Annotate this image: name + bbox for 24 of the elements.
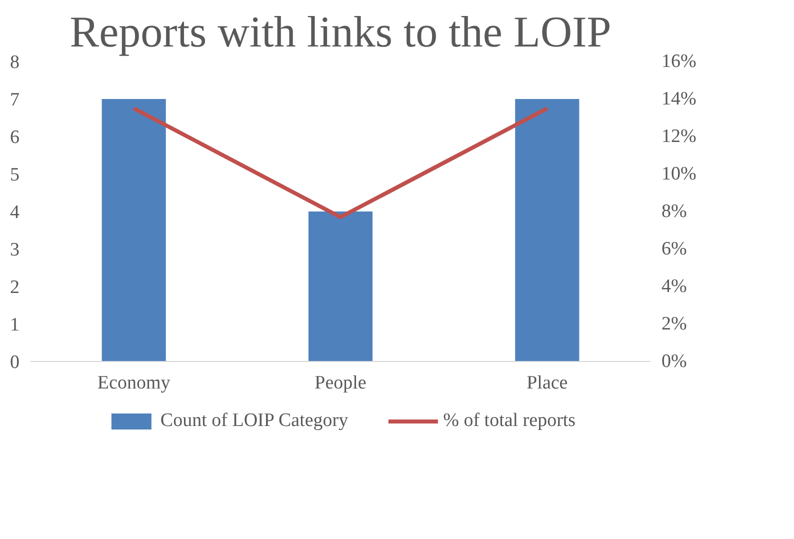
y-tick-label: 7 <box>10 90 20 110</box>
y2-tick-label: 0% <box>662 351 687 372</box>
legend-label: Count of LOIP Category <box>160 410 348 432</box>
y2-tick-label: 8% <box>662 201 687 222</box>
y2-tick-label: 12% <box>662 126 696 147</box>
y2-tick-label: 10% <box>662 164 696 184</box>
x-tick-label: Economy <box>97 372 171 394</box>
y-tick-label: 6 <box>10 127 20 148</box>
y2-tick-label: 2% <box>662 314 687 334</box>
y-tick-label: 3 <box>10 240 20 260</box>
y-tick-label: 4 <box>10 202 20 223</box>
y-tick-label: 2 <box>10 277 20 298</box>
y2-tick-label: 4% <box>662 276 687 297</box>
y2-tick-label: 14% <box>662 88 696 110</box>
x-tick-label: Place <box>526 372 568 394</box>
chart-title: Reports with links to the LOIP <box>70 8 612 56</box>
y-tick-label: 1 <box>10 314 20 336</box>
y-tick-label: 5 <box>10 164 20 186</box>
y2-tick-label: 6% <box>662 238 687 260</box>
y-tick-label: 8 <box>10 52 20 73</box>
legend-label: % of total reports <box>443 410 576 432</box>
y2-tick-label: 16% <box>662 51 696 72</box>
y-tick-label: 0 <box>10 352 20 373</box>
x-tick-label: People <box>314 372 366 394</box>
